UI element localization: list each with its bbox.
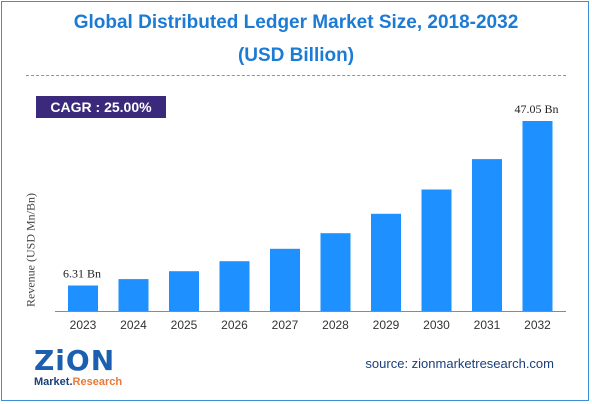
logo-sub-right: Research	[72, 376, 123, 388]
logo-wordmark: ZiON	[34, 344, 116, 377]
bar-2025	[169, 271, 199, 311]
x-tick-label: 2026	[221, 318, 248, 332]
bar-2029	[371, 213, 401, 311]
x-tick-label: 2024	[120, 318, 147, 332]
data-label: 6.31 Bn	[63, 267, 101, 281]
bar-2024	[118, 279, 149, 311]
logo-subtitle: Market.Research	[34, 376, 122, 388]
x-tick-label: 2030	[423, 318, 450, 332]
x-tick-label: 2025	[171, 318, 198, 332]
bar-2027	[270, 248, 300, 311]
zion-logo: ZiON Market.Research	[34, 346, 154, 394]
data-label: 47.05 Bn	[514, 102, 558, 116]
x-tick-label: 2031	[474, 318, 501, 332]
x-tick-label: 2032	[524, 318, 551, 332]
bar-2026	[219, 261, 250, 311]
chart-subtitle: (USD Billion)	[237, 45, 355, 66]
bar-2028	[320, 233, 351, 311]
x-tick-label: 2027	[272, 318, 299, 332]
bar-2023	[68, 285, 98, 311]
bar-2030	[421, 189, 452, 311]
bar-2032	[522, 121, 553, 311]
x-tick-label: 2029	[373, 318, 400, 332]
x-tick-label: 2028	[322, 318, 349, 332]
bar-2031	[472, 159, 502, 311]
cagr-badge: CAGR : 25.00%	[36, 96, 166, 118]
source-text: source: zionmarketresearch.com	[365, 356, 554, 371]
chart-title: Global Distributed Ledger Market Size, 2…	[73, 12, 519, 33]
title-separator	[26, 75, 566, 76]
logo-sub-left: Market.	[34, 376, 73, 388]
x-tick-label: 2023	[70, 318, 97, 332]
